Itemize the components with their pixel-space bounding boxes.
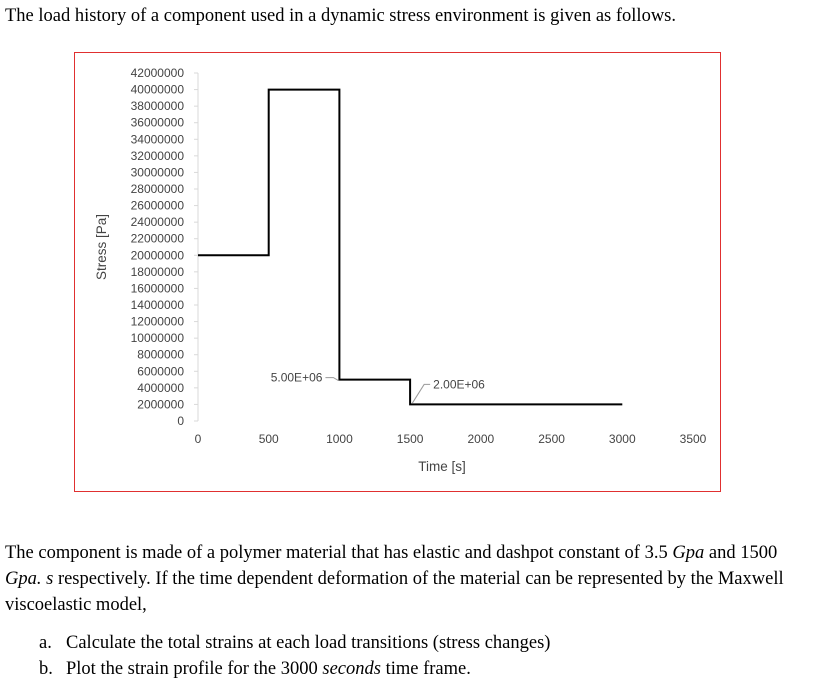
y-tick-label: 28000000	[131, 182, 185, 196]
paragraph-unit1: Gpa	[672, 543, 705, 563]
y-tick-label: 34000000	[131, 132, 185, 146]
task-item-b: b. Plot the strain profile for the 3000 …	[39, 656, 550, 682]
x-tick-label: 500	[259, 432, 279, 446]
annotation-label: 5.00E+06	[271, 371, 323, 385]
y-tick-label: 4000000	[137, 381, 184, 395]
task-text-after: time frame.	[380, 659, 471, 679]
annotation-leader-line	[411, 383, 431, 404]
y-tick-label: 26000000	[131, 199, 185, 213]
y-tick-label: 12000000	[131, 315, 185, 329]
y-tick-label: 18000000	[131, 265, 185, 279]
task-label: a.	[39, 633, 52, 653]
x-tick-label: 3000	[609, 432, 636, 446]
task-text-before: Plot the strain profile for the 3000	[66, 659, 323, 679]
x-tick-label: 1000	[326, 432, 353, 446]
y-tick-label: 10000000	[131, 331, 185, 345]
y-tick-label: 36000000	[131, 116, 185, 130]
x-tick-label: 2500	[538, 432, 565, 446]
x-tick-label: 1500	[397, 432, 424, 446]
y-tick-label: 14000000	[131, 298, 185, 312]
x-tick-label: 2000	[468, 432, 495, 446]
intro-text: The load history of a component used in …	[5, 6, 677, 26]
y-tick-label: 0	[177, 414, 184, 428]
y-tick-label: 24000000	[131, 215, 185, 229]
task-label: b.	[39, 659, 53, 679]
annotation-label: 2.00E+06	[433, 377, 485, 391]
task-item-a: a. Calculate the total strains at each l…	[39, 630, 550, 656]
task-text: Plot the strain profile for the 3000 sec…	[66, 656, 471, 682]
y-tick-label: 2000000	[137, 397, 184, 411]
task-text: Calculate the total strains at each load…	[66, 633, 551, 653]
stress-series-line	[198, 88, 623, 406]
x-axis-title: Time [s]	[418, 459, 466, 474]
task-list: a. Calculate the total strains at each l…	[39, 630, 550, 682]
annotation-leader-line	[325, 377, 339, 382]
chart-frame: 42000000 40000000 38000000 36000000 34000000…	[74, 52, 721, 492]
problem-paragraph: The component is made of a polymer mater…	[5, 540, 805, 618]
x-tick-label: 3500	[680, 432, 707, 446]
paragraph-part3: respectively. If the time dependent defo…	[5, 569, 784, 615]
y-tick-label: 8000000	[137, 348, 184, 362]
y-tick-label: 6000000	[137, 364, 184, 378]
x-tick-label: 0	[195, 432, 202, 446]
y-tick-label: 20000000	[131, 248, 185, 262]
y-tick-label: 32000000	[131, 149, 185, 163]
y-tick-label: 38000000	[131, 99, 185, 113]
y-tick-label: 42000000	[131, 66, 185, 80]
y-tick-label: 16000000	[131, 281, 185, 295]
paragraph-part1: The component is made of a polymer mater…	[5, 543, 673, 563]
y-axis-title: Stress [Pa]	[94, 214, 109, 280]
stress-time-chart: 4200000040000000380000003600000034000000…	[94, 66, 707, 474]
task-text-italic: seconds	[322, 659, 381, 679]
y-tick-label: 30000000	[131, 165, 185, 179]
y-tick-label: 40000000	[131, 83, 185, 97]
y-tick-label: 22000000	[131, 232, 185, 246]
paragraph-unit2: Gpa. s	[5, 569, 54, 589]
paragraph-part2: and 1500	[704, 543, 778, 563]
